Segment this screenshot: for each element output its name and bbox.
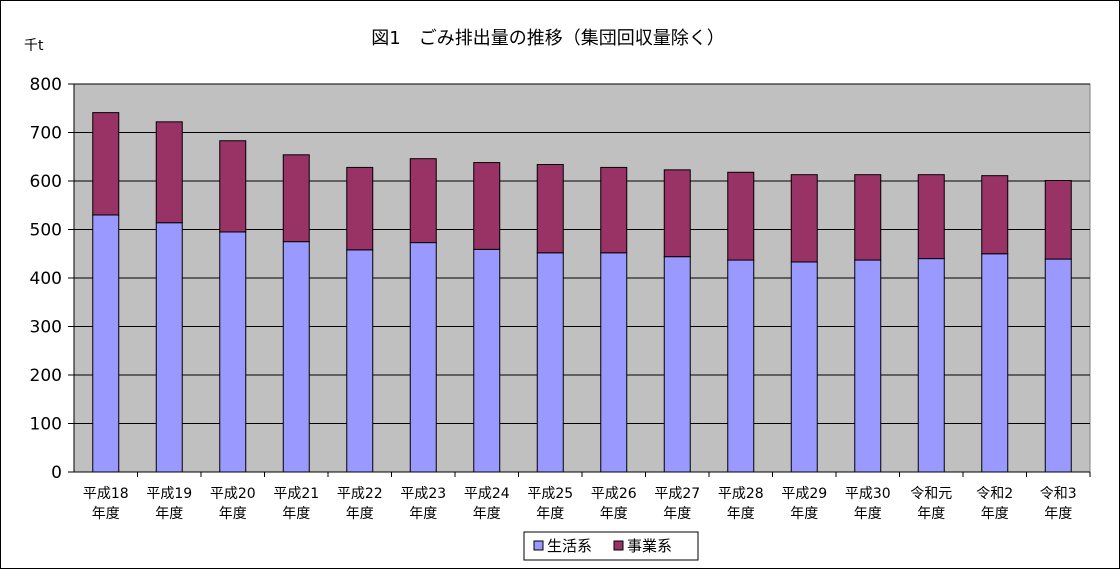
x-tick-label: 年度 bbox=[409, 506, 437, 522]
x-tick-label: 年度 bbox=[282, 506, 310, 522]
x-tick-label: 年度 bbox=[536, 506, 564, 522]
bar-segment bbox=[536, 164, 564, 254]
x-tick-label: 令和元 bbox=[910, 486, 952, 502]
y-tick-label: 700 bbox=[30, 124, 62, 144]
bar-segment bbox=[409, 242, 437, 473]
x-tick-label: 平成28 bbox=[718, 486, 764, 502]
bar-segment bbox=[727, 171, 755, 261]
y-tick-label: 100 bbox=[30, 415, 62, 435]
bar-segment bbox=[473, 162, 501, 250]
x-tick-label: 令和3 bbox=[1040, 486, 1077, 502]
y-tick-label: 400 bbox=[30, 269, 62, 289]
y-tick-label: 200 bbox=[30, 366, 62, 386]
x-tick-label: 平成18 bbox=[83, 486, 129, 502]
bar-segment bbox=[155, 222, 183, 473]
x-tick-label: 平成26 bbox=[591, 486, 637, 502]
x-tick-label: 年度 bbox=[1044, 506, 1072, 522]
bar-segment bbox=[1044, 258, 1072, 473]
bar-segment bbox=[981, 175, 1009, 255]
x-tick-label: 年度 bbox=[155, 506, 183, 522]
x-tick-label: 年度 bbox=[917, 506, 945, 522]
bar-segment bbox=[282, 154, 310, 243]
legend: 生活系 事業系 bbox=[523, 531, 699, 561]
x-tick-label: 年度 bbox=[854, 506, 882, 522]
x-tick-label: 年度 bbox=[473, 506, 501, 522]
x-tick-label: 年度 bbox=[219, 506, 247, 522]
bar-segment bbox=[917, 258, 945, 473]
legend-swatch bbox=[613, 540, 624, 551]
bar-segment bbox=[600, 252, 628, 473]
bar-segment bbox=[917, 174, 945, 260]
bar-segment bbox=[92, 112, 120, 216]
x-tick-label: 平成25 bbox=[527, 486, 573, 502]
x-tick-label: 平成23 bbox=[400, 486, 446, 502]
bar-segment bbox=[790, 261, 818, 473]
x-tick-label: 平成20 bbox=[210, 486, 256, 502]
x-tick-label: 年度 bbox=[790, 506, 818, 522]
bar-segment bbox=[663, 169, 691, 258]
bar-segment bbox=[473, 248, 501, 473]
x-tick-label: 年度 bbox=[346, 506, 374, 522]
bar-segment bbox=[346, 166, 374, 251]
y-tick-label: 300 bbox=[30, 318, 62, 338]
legend-label: 事業系 bbox=[627, 537, 672, 555]
x-tick-label: 年度 bbox=[600, 506, 628, 522]
chart-title: 図1 ごみ排出量の推移（集団回収量除く） bbox=[371, 28, 724, 49]
y-tick-label: 600 bbox=[30, 172, 62, 192]
x-tick-label: 平成24 bbox=[464, 486, 510, 502]
bar-segment bbox=[282, 241, 310, 473]
legend-label: 生活系 bbox=[547, 537, 592, 555]
x-tick-label: 平成21 bbox=[273, 486, 319, 502]
legend-swatch bbox=[533, 540, 544, 551]
x-tick-label: 年度 bbox=[981, 506, 1009, 522]
x-tick-label: 平成19 bbox=[146, 486, 192, 502]
bar-segment bbox=[727, 259, 755, 473]
bar-segment bbox=[536, 252, 564, 473]
bar-segment bbox=[854, 174, 882, 261]
bar-segment bbox=[981, 253, 1009, 473]
bar-segment bbox=[92, 214, 120, 473]
bar-segment bbox=[409, 158, 437, 244]
x-tick-label: 年度 bbox=[663, 506, 691, 522]
bar-segment bbox=[219, 231, 247, 473]
y-tick-label: 500 bbox=[30, 221, 62, 241]
y-tick-label: 800 bbox=[30, 75, 62, 95]
bar-segment bbox=[790, 174, 818, 263]
y-axis-unit-label: 千t bbox=[24, 38, 44, 54]
bar-segment bbox=[155, 121, 183, 224]
legend-box bbox=[523, 531, 699, 561]
x-tick-label: 年度 bbox=[92, 506, 120, 522]
x-tick-label: 平成29 bbox=[781, 486, 827, 502]
x-tick-label: 平成27 bbox=[654, 486, 700, 502]
bar-segment bbox=[854, 259, 882, 473]
x-tick-label: 平成30 bbox=[845, 486, 891, 502]
y-tick-label: 0 bbox=[51, 463, 62, 483]
bar-segment bbox=[219, 140, 247, 233]
x-tick-label: 平成22 bbox=[337, 486, 383, 502]
bar-segment bbox=[663, 256, 691, 473]
bar-segment bbox=[346, 249, 374, 473]
bar-segment bbox=[600, 166, 628, 254]
x-tick-label: 令和2 bbox=[976, 486, 1013, 502]
bar-segment bbox=[1044, 180, 1072, 260]
plot-area: 0 100 200 300 400 500 600 700 800 平成18 年度 平成19 年度 平成2… bbox=[30, 75, 1091, 522]
x-tick-label: 年度 bbox=[727, 506, 755, 522]
